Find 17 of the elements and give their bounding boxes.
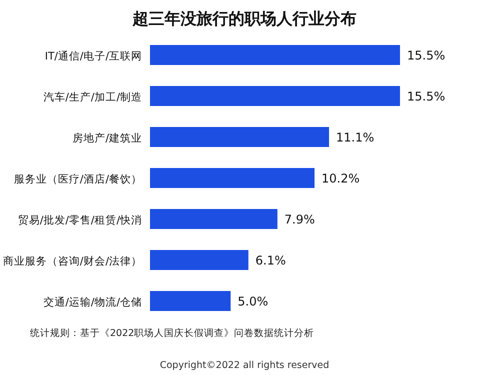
data-label: 7.9% xyxy=(284,212,315,226)
data-label: 15.5% xyxy=(407,90,446,104)
text: Copyright©2022 all rights reserved xyxy=(160,360,330,371)
data-label: 11.1% xyxy=(336,130,374,144)
y-tick-label: 交通/运输/物流/仓储 xyxy=(43,296,142,308)
chart-title: 超三年没旅行的职场人行业分布 xyxy=(132,9,356,28)
y-tick-label: 汽车/生产/加工/制造 xyxy=(43,90,142,104)
y-tick-label: 贸易/批发/零售/租赁/快消 xyxy=(18,214,142,226)
data-label: 10.2% xyxy=(322,172,360,186)
data-label: 6.1% xyxy=(255,254,286,268)
y-tick-label: 房地产/建筑业 xyxy=(72,132,142,144)
y-tick-label: 商业服务（咨询/财会/法律） xyxy=(2,254,142,268)
data-label: 15.5% xyxy=(407,48,446,62)
text: 统计规则：基于《2022职场人国庆长假调查》问卷数据统计分析 xyxy=(30,327,314,339)
data-label: 5.0% xyxy=(238,294,268,308)
y-tick-label: IT/通信/电子/互联网 xyxy=(44,50,142,62)
y-tick-label: 服务业（医疗/酒店/餐饮） xyxy=(14,172,142,186)
